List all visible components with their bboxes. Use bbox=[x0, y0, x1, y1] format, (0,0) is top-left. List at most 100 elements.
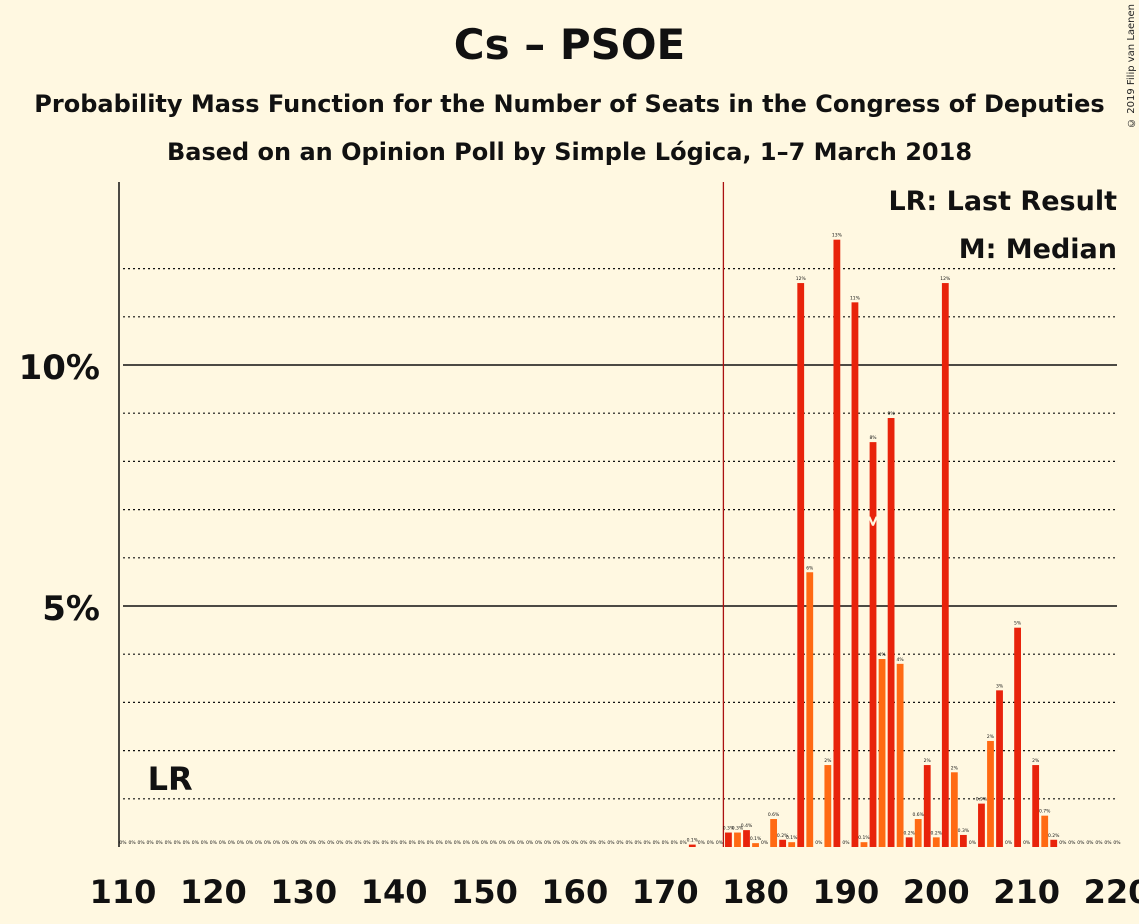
chart-title: Cs – PSOE bbox=[453, 20, 686, 69]
bar bbox=[1041, 815, 1049, 847]
bar-value-label: 0% bbox=[472, 840, 480, 846]
bar bbox=[824, 765, 832, 847]
bar-value-label: 0% bbox=[481, 840, 489, 846]
bar-value-label: 0% bbox=[309, 840, 317, 846]
bar-value-label: 0% bbox=[707, 840, 715, 846]
bar-value-label: 0% bbox=[336, 840, 344, 846]
bar-value-label: 0% bbox=[625, 840, 633, 846]
median-marker: M bbox=[865, 513, 881, 532]
x-tick-label: 210 bbox=[993, 873, 1060, 911]
bar-value-label: 0% bbox=[282, 840, 290, 846]
bar bbox=[959, 834, 967, 847]
bar-value-label: 0% bbox=[165, 840, 173, 846]
bar-value-label: 12% bbox=[796, 276, 807, 282]
bar-value-label: 0.4% bbox=[741, 823, 753, 829]
bar bbox=[770, 819, 778, 847]
bar-value-label: 0% bbox=[147, 840, 155, 846]
bar bbox=[806, 572, 814, 847]
bar-value-label: 12% bbox=[940, 276, 951, 282]
bar-value-label: 0% bbox=[291, 840, 299, 846]
x-tick-label: 110 bbox=[90, 873, 157, 911]
bar bbox=[887, 418, 895, 847]
bar-value-label: 0% bbox=[544, 840, 552, 846]
bar-value-label: 11% bbox=[850, 295, 861, 301]
bar-value-label: 0% bbox=[553, 840, 561, 846]
x-tick-label: 200 bbox=[903, 873, 970, 911]
bar-value-label: 0% bbox=[391, 840, 399, 846]
bar-value-label: 0% bbox=[273, 840, 281, 846]
bar-value-label: 2% bbox=[951, 765, 959, 771]
bar-value-label: 2% bbox=[924, 758, 932, 764]
bar-value-label: 0% bbox=[228, 840, 236, 846]
bar-value-label: 0% bbox=[156, 840, 164, 846]
bar-value-label: 0% bbox=[535, 840, 543, 846]
bar-value-label: 0% bbox=[454, 840, 462, 846]
bar-value-label: 0% bbox=[210, 840, 218, 846]
bar bbox=[932, 837, 940, 847]
bar-value-label: 6% bbox=[806, 565, 814, 571]
bar bbox=[725, 832, 732, 847]
bar-value-label: 0.2% bbox=[1048, 833, 1060, 839]
bar bbox=[1032, 765, 1040, 847]
bar-value-label: 0% bbox=[562, 840, 570, 846]
bar-value-label: 0% bbox=[1023, 840, 1031, 846]
bar-value-label: 0% bbox=[436, 840, 444, 846]
bar-value-label: 0% bbox=[761, 840, 769, 846]
bar bbox=[987, 740, 994, 847]
bar-value-label: 0% bbox=[255, 840, 263, 846]
bar-value-label: 0.3% bbox=[732, 826, 744, 832]
bar-value-label: 0% bbox=[653, 840, 661, 846]
bar-value-label: 0% bbox=[698, 840, 706, 846]
bar bbox=[779, 839, 787, 847]
bar-value-label: 0% bbox=[580, 840, 588, 846]
bar-value-label: 0% bbox=[1059, 840, 1067, 846]
bar-value-label: 0% bbox=[119, 840, 127, 846]
bar-value-label: 0% bbox=[508, 840, 516, 846]
bar-value-label: 0% bbox=[842, 840, 850, 846]
legend-median: M: Median bbox=[959, 234, 1117, 265]
bar-value-label: 8% bbox=[869, 435, 877, 441]
last-result-marker: LR bbox=[148, 760, 193, 798]
bar-value-label: 0% bbox=[192, 840, 200, 846]
bar bbox=[896, 663, 904, 847]
bar-value-label: 0% bbox=[517, 840, 525, 846]
bar bbox=[914, 819, 922, 847]
x-tick-label: 220 bbox=[1084, 873, 1139, 911]
bar-value-label: 0% bbox=[571, 840, 579, 846]
bar-value-label: 0% bbox=[381, 840, 389, 846]
bar-value-label: 0% bbox=[499, 840, 507, 846]
bar-value-label: 0.1% bbox=[687, 838, 699, 844]
bar bbox=[941, 283, 949, 847]
bar-value-label: 0% bbox=[363, 840, 371, 846]
bar-value-label: 0% bbox=[1095, 840, 1103, 846]
bar-value-label: 0% bbox=[607, 840, 615, 846]
bar bbox=[878, 659, 886, 847]
x-tick-label: 190 bbox=[813, 873, 880, 911]
bar-value-label: 0% bbox=[490, 840, 498, 846]
bar bbox=[950, 772, 958, 847]
bar-value-label: 0% bbox=[644, 840, 652, 846]
bar-value-label: 0% bbox=[300, 840, 308, 846]
chart-source: Based on an Opinion Poll by Simple Lógic… bbox=[166, 138, 973, 166]
bar-value-label: 0.3% bbox=[958, 828, 970, 834]
bar-value-label: 0% bbox=[128, 840, 136, 846]
bar-value-label: 0.2% bbox=[931, 830, 943, 836]
bar-value-label: 9% bbox=[888, 411, 896, 417]
bar-value-label: 0% bbox=[318, 840, 326, 846]
bar bbox=[734, 832, 741, 847]
legend-last-result: LR: Last Result bbox=[888, 186, 1117, 217]
bar-value-label: 0% bbox=[246, 840, 254, 846]
bar-value-label: 0% bbox=[589, 840, 597, 846]
bar-value-label: 0% bbox=[1104, 840, 1112, 846]
bar-value-label: 0% bbox=[183, 840, 191, 846]
bar-value-label: 0% bbox=[201, 840, 209, 846]
x-tick-label: 150 bbox=[451, 873, 518, 911]
bar bbox=[860, 842, 868, 847]
bar-value-label: 0% bbox=[969, 840, 977, 846]
bar bbox=[797, 283, 805, 847]
x-tick-label: 130 bbox=[270, 873, 337, 911]
bar bbox=[688, 844, 696, 847]
bar-value-label: 2% bbox=[1032, 758, 1040, 764]
bar-value-label: 5% bbox=[1014, 621, 1022, 627]
x-tick-label: 120 bbox=[180, 873, 247, 911]
